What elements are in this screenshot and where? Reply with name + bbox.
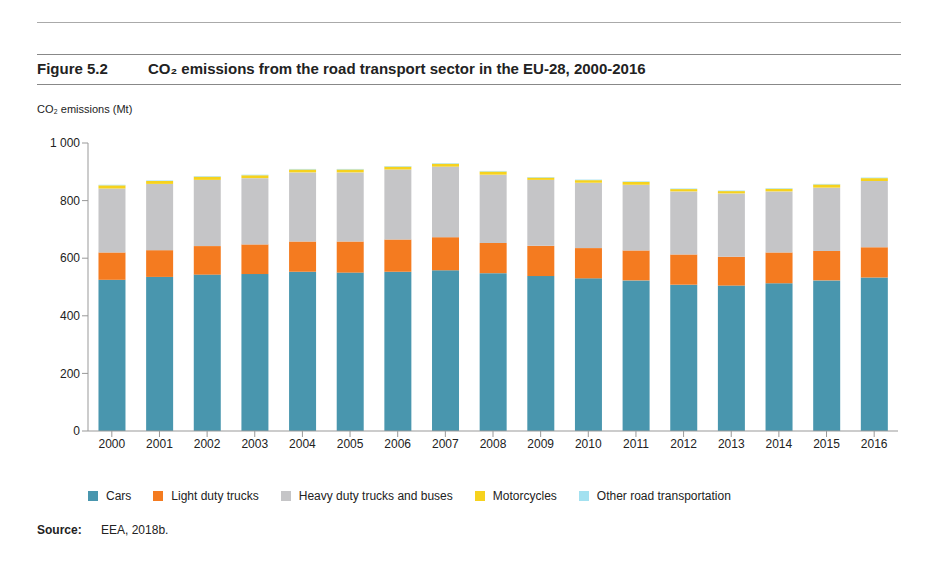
svg-text:2001: 2001 [146,437,173,451]
html-text:EEA, 2018b.: EEA, 2018b. [101,523,169,537]
svg-text:2003: 2003 [241,437,268,451]
svg-text:2012: 2012 [670,437,697,451]
svg-text:400: 400 [60,309,80,323]
html-text:Figure 5.2: Figure 5.2 [37,60,108,77]
svg-text:0: 0 [73,424,80,438]
svg-text:2009: 2009 [527,437,554,451]
svg-text:2000: 2000 [98,437,125,451]
html-text:Motorcycles: Motorcycles [492,489,557,503]
svg-text:2014: 2014 [766,437,793,451]
svg-text:2015: 2015 [813,437,840,451]
svg-text:2005: 2005 [337,437,364,451]
svg-text:2016: 2016 [861,437,888,451]
svg-text:2002: 2002 [194,437,221,451]
svg-text:2013: 2013 [718,437,745,451]
svg-text:2010: 2010 [575,437,602,451]
svg-text:600: 600 [60,251,80,265]
html-text:CO₂ emissions from the road tr: CO₂ emissions from the road transport se… [148,60,646,77]
svg-text:2011: 2011 [623,437,649,451]
svg-text:2007: 2007 [432,437,459,451]
html-text:CO₂ emissions (Mt): CO₂ emissions (Mt) [37,103,133,115]
html-text:Heavy duty trucks and buses: Heavy duty trucks and buses [298,489,453,503]
svg-text:1 000: 1 000 [50,136,80,150]
svg-text:200: 200 [60,367,80,381]
svg-text:2008: 2008 [480,437,507,451]
svg-text:2004: 2004 [289,437,316,451]
svg-text:800: 800 [60,194,80,208]
html-text:Cars: Cars [106,489,132,503]
svg-text:2006: 2006 [384,437,411,451]
html-text:Other road transportation: Other road transportation [596,489,731,503]
html-text:Light duty trucks: Light duty trucks [171,489,259,503]
html-text:Source:: Source: [37,523,82,537]
